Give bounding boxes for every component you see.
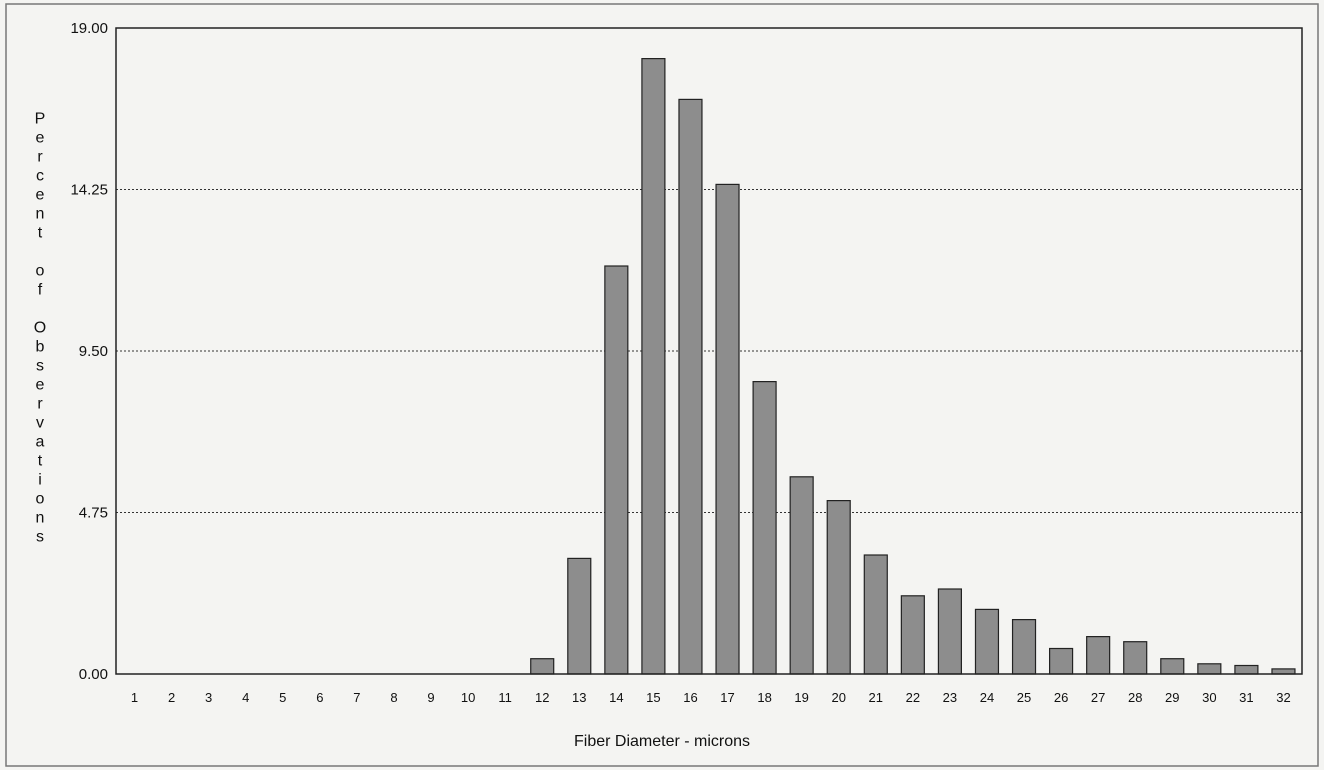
x-tick-label: 9 <box>427 690 434 705</box>
x-tick-label: 12 <box>535 690 549 705</box>
bar-23 <box>937 588 962 675</box>
outer-frame <box>5 3 1319 767</box>
x-tick-label: 14 <box>609 690 623 705</box>
x-tick-label: 27 <box>1091 690 1105 705</box>
plot-area-border <box>115 27 1303 675</box>
bar-14 <box>604 265 629 675</box>
x-tick-label: 23 <box>943 690 957 705</box>
bar-21 <box>863 554 888 675</box>
y-tick-label: 4.75 <box>79 505 108 522</box>
grid-lines <box>116 189 1302 513</box>
x-tick-label: 8 <box>390 690 397 705</box>
y-tick-labels: 0.00 4.75 9.50 14.25 19.00 <box>70 20 108 683</box>
x-tick-labels: 1 2 3 4 5 6 7 8 9 10 11 12 13 14 15 16 17 18 19 20 21 22 23 24 2… <box>131 690 1291 705</box>
x-tick-label: 11 <box>498 690 512 705</box>
bar-19 <box>789 476 814 675</box>
bar-20 <box>826 500 851 675</box>
x-tick-label: 18 <box>757 690 771 705</box>
x-tick-label: 3 <box>205 690 212 705</box>
bar-25 <box>1011 618 1037 675</box>
y-tick-label: 19.00 <box>70 20 108 37</box>
x-tick-label: 7 <box>353 690 360 705</box>
x-tick-label: 20 <box>831 690 845 705</box>
x-tick-label: 31 <box>1239 690 1253 705</box>
bar-29 <box>1160 658 1185 675</box>
x-tick-label: 13 <box>572 690 586 705</box>
bar-27 <box>1086 635 1111 675</box>
x-tick-label: 2 <box>168 690 175 705</box>
x-axis-title: Fiber Diameter - microns <box>574 733 750 750</box>
x-tick-label: 22 <box>906 690 920 705</box>
bar-31 <box>1234 664 1259 675</box>
bar-18 <box>752 381 777 675</box>
x-tick-label: 6 <box>316 690 323 705</box>
x-tick-label: 5 <box>279 690 286 705</box>
x-tick-label: 29 <box>1165 690 1179 705</box>
x-tick-label: 21 <box>869 690 883 705</box>
x-tick-label: 28 <box>1128 690 1142 705</box>
x-tick-label: 16 <box>683 690 697 705</box>
x-tick-label: 25 <box>1017 690 1031 705</box>
bar-28 <box>1123 641 1148 675</box>
x-tick-label: 10 <box>461 690 475 705</box>
bar-22 <box>900 595 925 675</box>
x-tick-label: 30 <box>1202 690 1216 705</box>
bar-17 <box>715 183 740 675</box>
x-tick-label: 4 <box>242 690 249 705</box>
x-tick-label: 19 <box>794 690 808 705</box>
bar-26 <box>1049 647 1074 675</box>
bar-30 <box>1197 663 1222 675</box>
y-tick-label: 14.25 <box>70 182 108 199</box>
bar-12 <box>530 658 555 675</box>
x-tick-label: 17 <box>720 690 734 705</box>
x-tick-label: 1 <box>131 690 138 705</box>
bar-24 <box>974 608 1000 675</box>
x-tick-label: 32 <box>1276 690 1290 705</box>
y-tick-label: 9.50 <box>79 343 108 360</box>
bar-13 <box>567 557 592 675</box>
y-tick-label: 0.00 <box>79 666 108 683</box>
x-tick-label: 24 <box>980 690 994 705</box>
bar-32 <box>1271 668 1296 675</box>
x-tick-label: 15 <box>646 690 660 705</box>
bar-16 <box>678 98 703 675</box>
x-tick-label: 26 <box>1054 690 1068 705</box>
bars <box>530 57 1296 675</box>
bar-15 <box>641 57 666 675</box>
